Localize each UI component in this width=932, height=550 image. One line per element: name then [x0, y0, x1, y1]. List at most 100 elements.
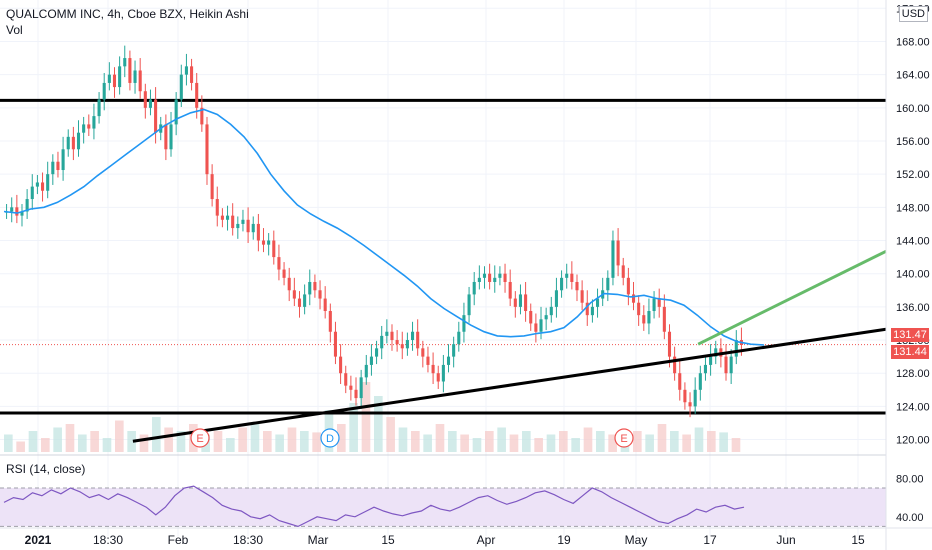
volume-bar [694, 427, 704, 452]
time-tick-label: 18:30 [93, 533, 123, 547]
symbol-title[interactable]: QUALCOMM INC, 4h, Cboe BZX, Heikin Ashi [6, 7, 249, 21]
candle [231, 215, 235, 229]
volume-bar [398, 427, 408, 452]
candle [339, 356, 343, 374]
candle [297, 298, 302, 307]
volume-bar [657, 424, 667, 452]
time-tick-label: 15 [851, 533, 865, 547]
volume-bar [485, 431, 494, 452]
candle [256, 223, 260, 241]
volume-bar [559, 431, 568, 452]
volume-bar [337, 424, 346, 452]
candle [734, 340, 738, 357]
candle [184, 66, 188, 75]
candle [441, 364, 445, 382]
volume-bar [300, 431, 309, 452]
candle [580, 290, 584, 303]
volume-bar [275, 434, 284, 452]
last-price-tag: 131.47 [891, 328, 929, 343]
candle [508, 281, 512, 299]
candle [287, 277, 291, 291]
grid [0, 0, 886, 536]
candle [693, 389, 697, 407]
volume-bar [312, 432, 321, 452]
time-axis[interactable]: 2021 18:30 Feb 18:30 Mar 15 Apr 19 May 17 Jun 15 [0, 527, 932, 547]
candle [246, 219, 250, 233]
candle [405, 340, 409, 349]
candle [590, 306, 594, 316]
currency-badge[interactable]: USD [898, 6, 928, 22]
volume-bar [16, 441, 25, 452]
candle [169, 124, 173, 150]
volume-bar [287, 427, 297, 452]
candle [174, 99, 178, 125]
candle [148, 99, 152, 108]
candle [616, 240, 620, 266]
candle [364, 364, 368, 378]
candle [631, 294, 636, 303]
trend-lines [132, 249, 887, 443]
candle [549, 306, 553, 316]
volume-bar [139, 434, 149, 452]
time-tick-label: Feb [168, 533, 189, 547]
event-marker-label: E [196, 433, 203, 445]
candle [657, 298, 661, 307]
candle [56, 161, 60, 171]
time-tick-label: Apr [477, 533, 496, 547]
candle [251, 223, 255, 233]
price-axis[interactable]: 172.00168.00164.00160.00156.00152.00148.… [885, 0, 930, 550]
candle [431, 364, 435, 374]
candle [493, 277, 497, 282]
volume-label[interactable]: Vol [6, 23, 23, 37]
volume-bar [448, 431, 457, 452]
candle [621, 265, 625, 278]
event-marker [320, 428, 340, 448]
candle [112, 74, 117, 88]
candle [400, 344, 404, 349]
candle [637, 302, 641, 316]
volume-bar [509, 434, 519, 452]
candle [683, 389, 687, 403]
volume-bar [546, 434, 556, 452]
candle [328, 311, 332, 332]
candle [678, 373, 682, 390]
candle [703, 364, 707, 374]
rsi-line [3, 485, 745, 528]
volume-bar [176, 431, 186, 452]
candle [457, 331, 461, 345]
candle [421, 348, 425, 357]
volume-bar [608, 434, 617, 452]
candle [698, 373, 702, 390]
candle [164, 124, 168, 150]
candle [446, 356, 451, 365]
candle [143, 91, 147, 108]
candle [642, 315, 646, 324]
candle [61, 149, 65, 171]
candle [87, 124, 91, 129]
candle [82, 124, 86, 133]
candle [585, 302, 589, 316]
candle [482, 273, 487, 278]
candle [215, 199, 219, 216]
time-tick-label: 17 [703, 533, 717, 547]
candle [102, 82, 106, 100]
candle [46, 174, 50, 191]
volume-bar [263, 431, 272, 452]
candle [179, 74, 183, 100]
ascending-trend-line [132, 327, 887, 443]
volume-bar [127, 431, 136, 452]
rsi-label[interactable]: RSI (14, close) [6, 462, 86, 476]
rsi-tick-label: 40.00 [896, 512, 924, 524]
volume-bar [115, 420, 124, 452]
candle [518, 294, 522, 307]
volume-bar [682, 434, 691, 452]
candle [724, 356, 728, 374]
volume-bar [670, 431, 679, 452]
candle [472, 281, 476, 295]
volume-bar [41, 438, 50, 452]
candle [714, 348, 718, 357]
candle [467, 294, 471, 316]
candle [390, 331, 394, 341]
volume-bar [102, 438, 112, 452]
